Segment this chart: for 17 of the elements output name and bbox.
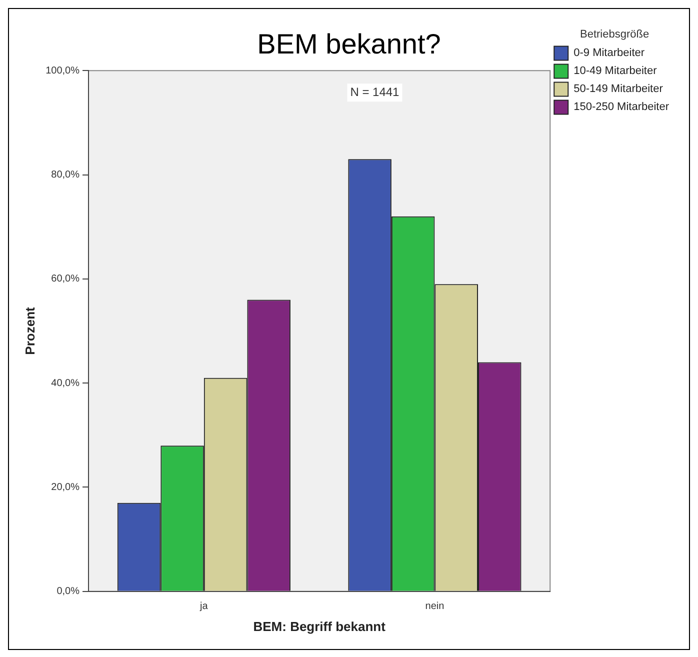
x-tick-label: ja	[199, 601, 208, 612]
x-tick-label: nein	[425, 601, 444, 612]
y-tick-label: 100,0%	[46, 65, 80, 76]
x-axis-title: BEM: Begriff bekannt	[253, 618, 386, 634]
legend-label: 150-250 Mitarbeiter	[574, 101, 670, 114]
y-axis-title: Prozent	[22, 306, 38, 355]
legend-title: Betriebsgröße	[580, 28, 650, 41]
annotation: N = 1441	[350, 84, 400, 99]
legend-label: 0-9 Mitarbeiter	[574, 47, 645, 60]
legend-label: 50-149 Mitarbeiter	[574, 83, 664, 96]
y-tick-label: 60,0%	[51, 274, 80, 285]
chart-title: BEM bekannt?	[257, 28, 441, 60]
y-tick-label: 80,0%	[51, 170, 80, 181]
y-tick-label: 40,0%	[51, 378, 80, 389]
y-tick-label: 20,0%	[51, 482, 80, 493]
legend-label: 10-49 Mitarbeiter	[574, 65, 658, 78]
y-tick-label: 0,0%	[56, 586, 80, 598]
